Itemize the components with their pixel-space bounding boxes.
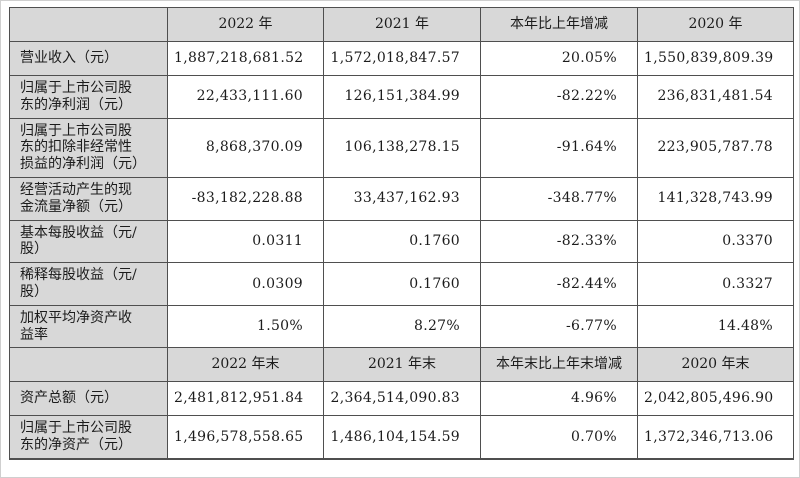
value-end-yoy-change: 0.70% <box>480 415 638 460</box>
value-yoy-change: -91.64% <box>480 117 638 178</box>
value-yoy-change: -82.44% <box>480 262 638 306</box>
col-header-2020: 2020 年 <box>637 7 794 42</box>
value-end-yoy-change: 4.96% <box>480 381 638 417</box>
year-end-header-row: 2022 年末 2021 年末 本年末比上年末增减 2020 年末 <box>9 347 794 383</box>
col-header-end-yoy-change: 本年末比上年末增减 <box>480 347 638 383</box>
value-yoy-change: -82.22% <box>480 75 638 119</box>
value-2021: 33,437,162.93 <box>323 176 481 221</box>
metric-label: 加权平均净资产收益率 <box>9 304 168 349</box>
value-2020: 14.48% <box>637 304 794 349</box>
col-header-2022-end: 2022 年末 <box>167 347 324 383</box>
value-2021: 106,138,278.15 <box>323 117 481 178</box>
annual-header-row: 2022 年 2021 年 本年比上年增减 2020 年 <box>9 7 794 42</box>
table-row-diluted-eps: 稀释每股收益（元/股） 0.0309 0.1760 -82.44% 0.3327 <box>9 262 794 306</box>
table-row-net-assets: 归属于上市公司股东的净资产（元） 1,496,578,558.65 1,486,… <box>9 415 794 460</box>
metric-label: 基本每股收益（元/股） <box>9 219 168 264</box>
metric-label: 归属于上市公司股东的净利润（元） <box>9 75 168 119</box>
financial-summary-table: 2022 年 2021 年 本年比上年增减 2020 年 营业收入（元） 1,8… <box>9 7 794 460</box>
value-2022: 0.0309 <box>167 262 324 306</box>
col-header-2021-end: 2021 年末 <box>323 347 481 383</box>
value-2021: 8.27% <box>323 304 481 349</box>
table-row-net-profit-excl-nonrecurring: 归属于上市公司股东的扣除非经常性损益的净利润（元） 8,868,370.09 1… <box>9 117 794 178</box>
corner-cell-annual <box>9 7 168 42</box>
value-2022-end: 1,496,578,558.65 <box>167 415 324 460</box>
table-row-total-assets: 资产总额（元） 2,481,812,951.84 2,364,514,090.8… <box>9 381 794 417</box>
metric-label: 营业收入（元） <box>9 41 168 76</box>
value-yoy-change: -6.77% <box>480 304 638 349</box>
value-2020: 0.3370 <box>637 219 794 264</box>
table-row-weighted-avg-roe: 加权平均净资产收益率 1.50% 8.27% -6.77% 14.48% <box>9 304 794 349</box>
metric-label: 归属于上市公司股东的扣除非经常性损益的净利润（元） <box>9 117 168 178</box>
value-2022: 1,887,218,681.52 <box>167 41 324 76</box>
metric-label: 资产总额（元） <box>9 381 168 417</box>
metric-label: 归属于上市公司股东的净资产（元） <box>9 415 168 460</box>
value-2020: 0.3327 <box>637 262 794 306</box>
value-2021: 0.1760 <box>323 262 481 306</box>
value-yoy-change: 20.05% <box>480 41 638 76</box>
col-header-2021: 2021 年 <box>323 7 481 42</box>
value-yoy-change: -348.77% <box>480 176 638 221</box>
value-2021: 1,572,018,847.57 <box>323 41 481 76</box>
value-2020: 141,328,743.99 <box>637 176 794 221</box>
col-header-yoy-change: 本年比上年增减 <box>480 7 638 42</box>
corner-cell-year-end <box>9 347 168 383</box>
col-header-2020-end: 2020 年末 <box>637 347 794 383</box>
value-2022: 0.0311 <box>167 219 324 264</box>
value-2021-end: 2,364,514,090.83 <box>323 381 481 417</box>
value-2022: 22,433,111.60 <box>167 75 324 119</box>
value-2022: 8,868,370.09 <box>167 117 324 178</box>
value-2020-end: 2,042,805,496.90 <box>637 381 794 417</box>
value-2021-end: 1,486,104,154.59 <box>323 415 481 460</box>
metric-label: 稀释每股收益（元/股） <box>9 262 168 306</box>
table-row-basic-eps: 基本每股收益（元/股） 0.0311 0.1760 -82.33% 0.3370 <box>9 219 794 264</box>
value-2022: 1.50% <box>167 304 324 349</box>
value-2020: 236,831,481.54 <box>637 75 794 119</box>
value-yoy-change: -82.33% <box>480 219 638 264</box>
col-header-2022: 2022 年 <box>167 7 324 42</box>
value-2020: 223,905,787.78 <box>637 117 794 178</box>
table-row-revenue: 营业收入（元） 1,887,218,681.52 1,572,018,847.5… <box>9 41 794 76</box>
table-row-operating-cash-flow: 经营活动产生的现金流量净额（元） -83,182,228.88 33,437,1… <box>9 176 794 221</box>
value-2021: 126,151,384.99 <box>323 75 481 119</box>
value-2022-end: 2,481,812,951.84 <box>167 381 324 417</box>
value-2020: 1,550,839,809.39 <box>637 41 794 76</box>
metric-label: 经营活动产生的现金流量净额（元） <box>9 176 168 221</box>
value-2020-end: 1,372,346,713.06 <box>637 415 794 460</box>
table-row-net-profit: 归属于上市公司股东的净利润（元） 22,433,111.60 126,151,3… <box>9 75 794 119</box>
value-2022: -83,182,228.88 <box>167 176 324 221</box>
value-2021: 0.1760 <box>323 219 481 264</box>
